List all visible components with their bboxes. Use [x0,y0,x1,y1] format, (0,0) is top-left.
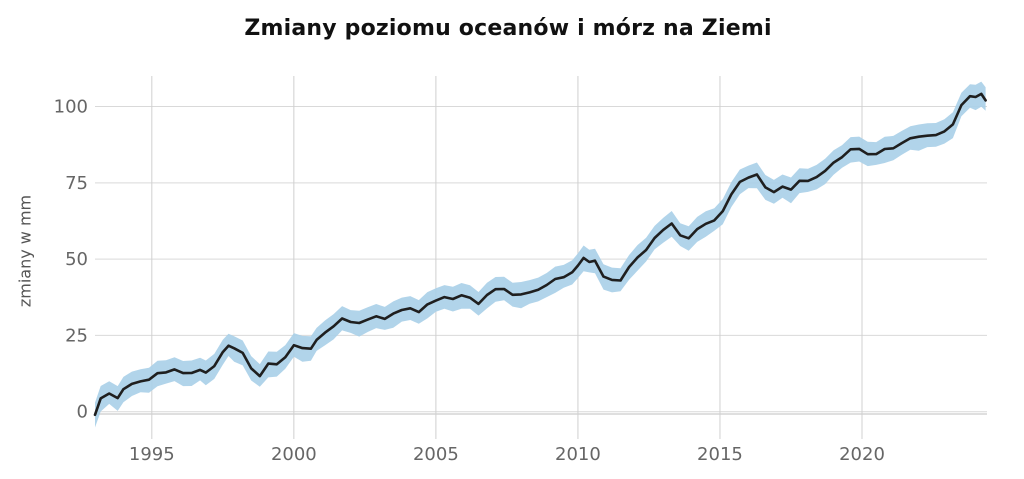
y-tick-label-0: 0 [77,402,88,423]
x-tick-label-2015: 2015 [697,444,743,465]
x-tick-label-2000: 2000 [271,444,317,465]
series-line-layer [93,92,987,417]
x-tick-label-1995: 1995 [129,444,175,465]
series-line-0 [93,92,987,417]
y-tick-label-100: 100 [54,97,88,118]
x-tick-label-2020: 2020 [839,444,885,465]
y-tick-label-75: 75 [65,173,88,194]
x-tick-label-2005: 2005 [413,444,459,465]
uncertainty-band-0 [95,81,986,428]
chart-title: Zmiany poziomu oceanów i mórz na Ziemi [244,16,772,41]
uncertainty-band-layer [95,81,986,428]
y-tick-label-25: 25 [65,325,88,346]
grid-layer [95,76,987,439]
x-tick-label-2010: 2010 [555,444,601,465]
y-tick-label-50: 50 [65,249,88,270]
x-axis-ticks: 1995 2000 2005 2010 2015 2020 [129,444,885,465]
y-axis-ticks: 0 25 50 75 100 [54,97,88,423]
